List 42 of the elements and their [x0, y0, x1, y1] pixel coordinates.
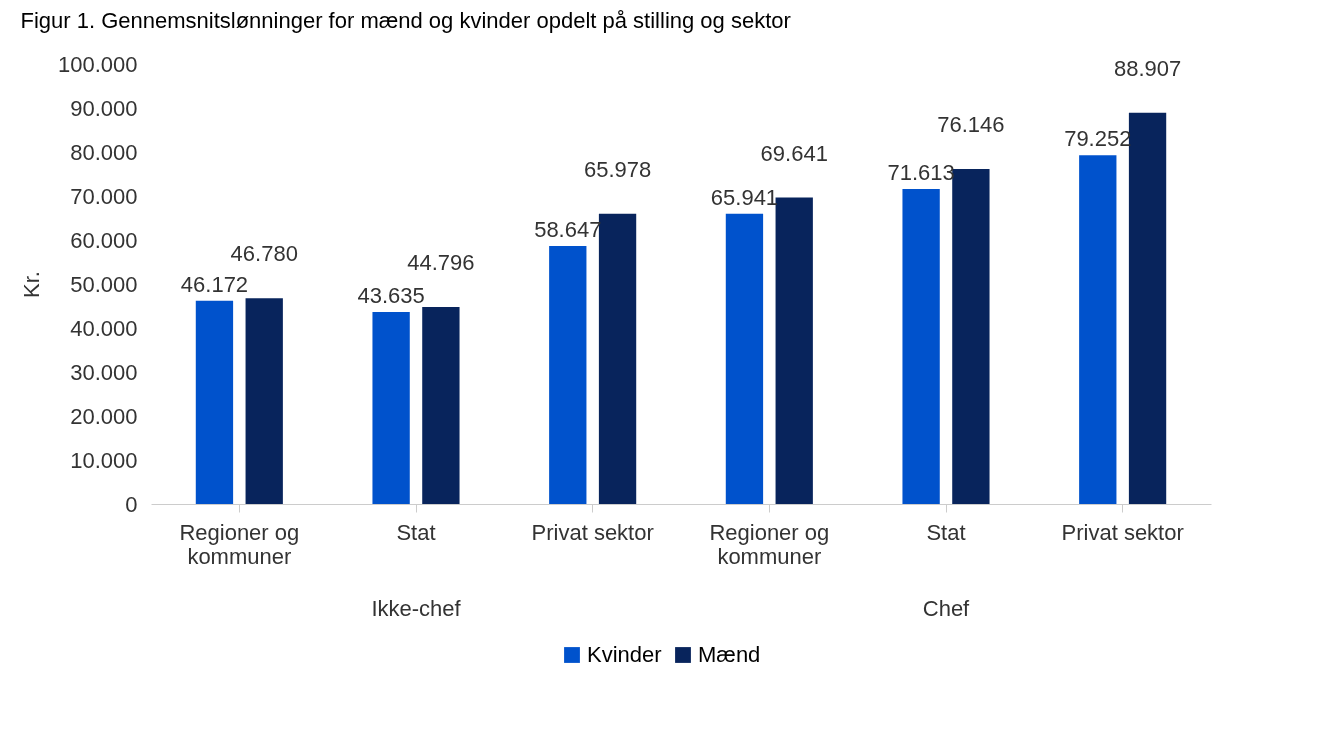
- data-label: 65.941: [710, 184, 779, 210]
- legend-label: Kvinder: [587, 642, 662, 667]
- x-tick-label: Privat sektor: [1061, 519, 1184, 545]
- bar: [549, 245, 587, 504]
- data-label: 46.172: [180, 271, 249, 297]
- y-tick-label: 80.000: [70, 139, 138, 165]
- data-label: 76.146: [937, 111, 1005, 137]
- y-tick-label: 40.000: [70, 315, 138, 341]
- text: Ikke-chef: [371, 596, 462, 621]
- y-tick-label: 70.000: [70, 183, 138, 209]
- y-tick-label: 30.000: [70, 359, 138, 385]
- data-label: 44.796: [407, 249, 475, 275]
- legend-label: Mænd: [698, 642, 761, 667]
- bar: [902, 188, 940, 504]
- bar: [372, 312, 410, 504]
- data-label: 88.907: [1113, 55, 1182, 81]
- data-label: 65.978: [583, 156, 652, 182]
- bar: [195, 300, 234, 504]
- y-tick-label: 10.000: [70, 447, 138, 473]
- y-tick-label: 60.000: [70, 227, 138, 253]
- x-tick-label: Stat: [396, 519, 436, 545]
- data-label: 69.641: [760, 140, 828, 166]
- bar: [245, 298, 283, 504]
- data-label: 46.780: [230, 241, 298, 267]
- y-tick-label: 0: [125, 491, 138, 517]
- y-tick-label: 20.000: [70, 403, 138, 429]
- x-tick-label: Regioner og kommuner: [709, 519, 830, 569]
- x-tick-label: Stat: [926, 519, 966, 545]
- x-tick-label: Privat sektor: [531, 519, 654, 545]
- chart-title: Figur 1. Gennemsnitslønninger for mænd og kvinder opdelt på stilling og sektor: [20, 8, 791, 33]
- bar: [775, 197, 813, 504]
- bar: [725, 213, 764, 504]
- text: Chef: [922, 596, 971, 621]
- bar: [422, 306, 460, 504]
- x-tick-label: Regioner og kommuner: [179, 519, 300, 569]
- y-tick-label: 100.000: [57, 51, 138, 77]
- y-tick-label: 90.000: [70, 95, 138, 121]
- y-tick-label: 50.000: [70, 271, 138, 297]
- bar: [952, 168, 990, 504]
- bar: [1079, 155, 1117, 504]
- data-label: 43.635: [357, 283, 425, 309]
- y-axis-title: Kr.: [18, 271, 44, 298]
